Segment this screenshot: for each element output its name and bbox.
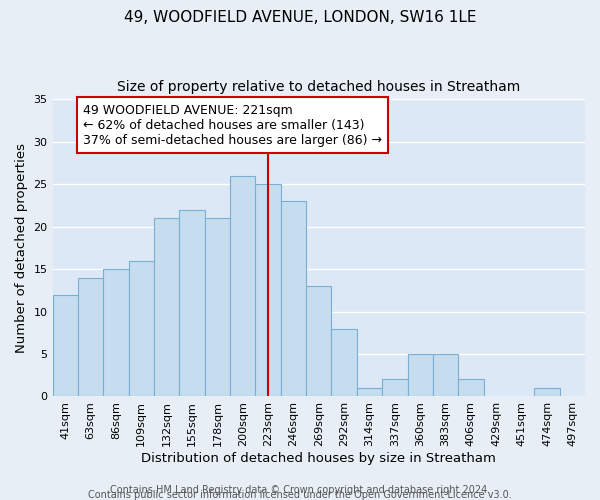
Bar: [534, 388, 560, 396]
Bar: [103, 269, 128, 396]
Y-axis label: Number of detached properties: Number of detached properties: [15, 143, 28, 353]
Bar: [179, 210, 205, 396]
Bar: [154, 218, 179, 396]
Bar: [306, 286, 331, 397]
Bar: [407, 354, 433, 397]
Text: 49, WOODFIELD AVENUE, LONDON, SW16 1LE: 49, WOODFIELD AVENUE, LONDON, SW16 1LE: [124, 10, 476, 25]
Bar: [331, 328, 357, 396]
Text: Contains HM Land Registry data © Crown copyright and database right 2024.: Contains HM Land Registry data © Crown c…: [110, 485, 490, 495]
Bar: [230, 176, 256, 396]
Title: Size of property relative to detached houses in Streatham: Size of property relative to detached ho…: [117, 80, 520, 94]
Text: 49 WOODFIELD AVENUE: 221sqm
← 62% of detached houses are smaller (143)
37% of se: 49 WOODFIELD AVENUE: 221sqm ← 62% of det…: [83, 104, 382, 146]
Bar: [53, 294, 78, 396]
Text: Contains public sector information licensed under the Open Government Licence v3: Contains public sector information licen…: [88, 490, 512, 500]
Bar: [458, 380, 484, 396]
Bar: [357, 388, 382, 396]
Bar: [128, 260, 154, 396]
Bar: [382, 380, 407, 396]
Bar: [433, 354, 458, 397]
Bar: [205, 218, 230, 396]
Bar: [78, 278, 103, 396]
Bar: [281, 201, 306, 396]
Bar: [256, 184, 281, 396]
X-axis label: Distribution of detached houses by size in Streatham: Distribution of detached houses by size …: [142, 452, 496, 465]
